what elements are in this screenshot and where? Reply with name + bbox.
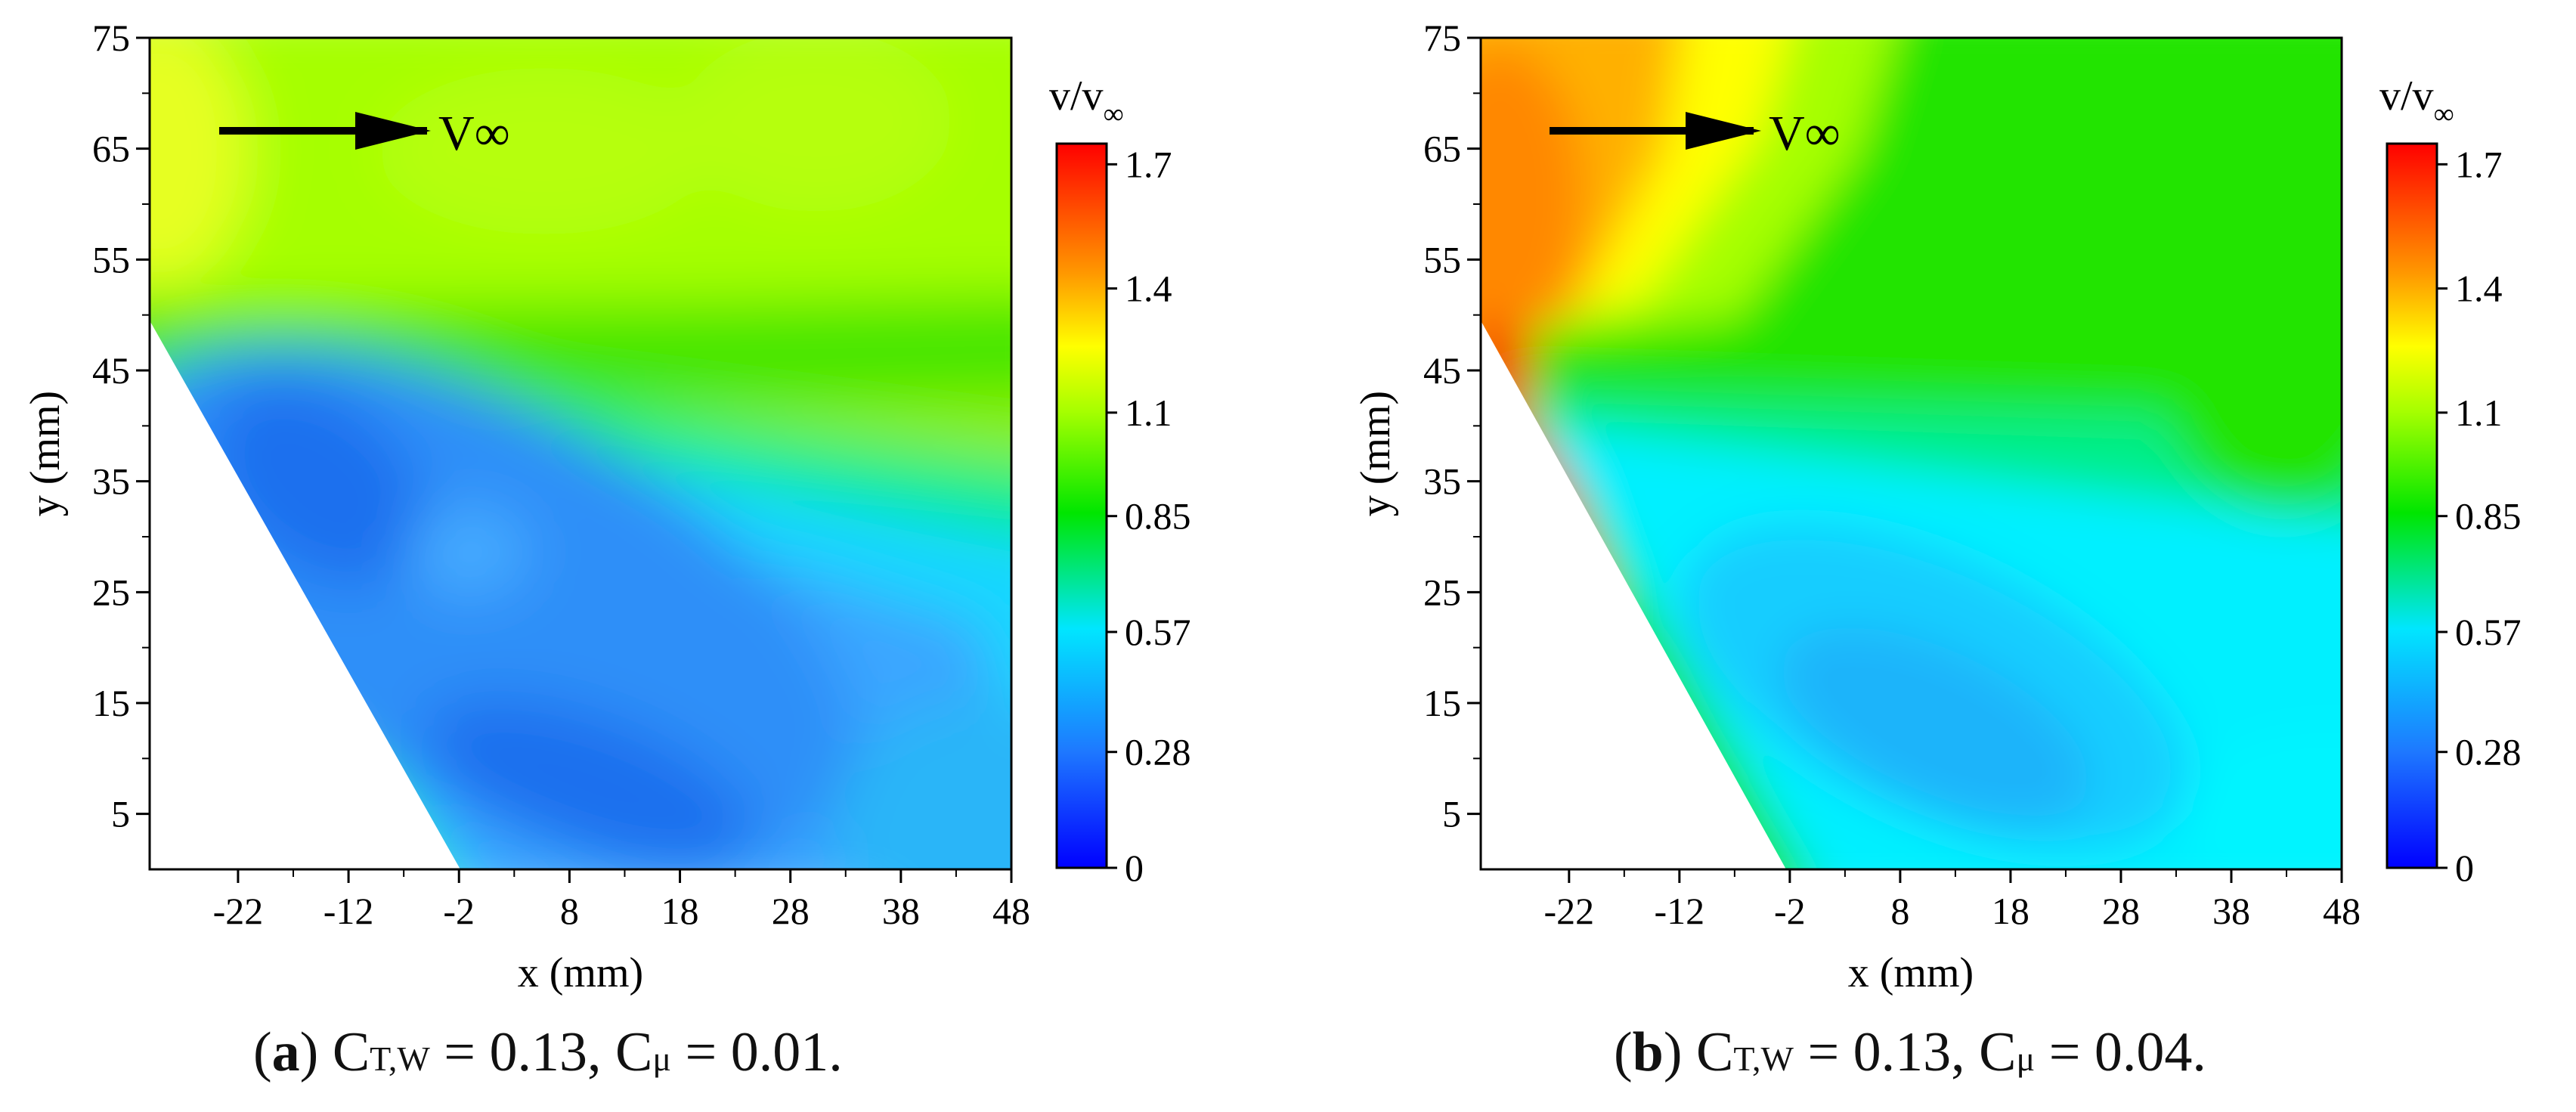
panel-a-colorbar — [1055, 142, 1108, 869]
panel-a-axes: -22 -12 -2 8 18 28 38 48 5 15 25 35 45 55 65 75 — [92, 17, 1030, 932]
panel-b-axes: -22 -12 -2 8 18 28 38 48 5 15 25 35 45 55 65 75 — [1423, 17, 2361, 932]
panel-b-y-axis-label: y (mm) — [1352, 391, 1399, 516]
panel-a-wing-mask — [148, 322, 459, 871]
panel-a-x-axis-label: x (mm) — [518, 949, 643, 996]
panel-b: -22 -12 -2 8 18 28 38 48 5 15 25 35 45 55 65 75 V∞ x (m… — [1352, 17, 2522, 996]
panel-b-flow-label: V∞ — [1769, 106, 1841, 161]
panel-a-plot-frame — [148, 36, 1013, 871]
panel-b-caption: (b) CT,W = 0.13, Cμ = 0.04. — [1614, 1021, 2206, 1083]
colorbar-tick-label: 1.1 — [2455, 392, 2503, 434]
colorbar-tick-label: 0.85 — [1125, 495, 1191, 537]
panel-a-colorbar-ticks: 0 0.28 0.57 0.85 1.1 1.4 1.7 — [1107, 143, 1191, 889]
panel-b-colorbar-title: v/v∞ — [2379, 73, 2454, 130]
panel-a-colorbar-title: v/v∞ — [1049, 73, 1124, 130]
panel-b-caption-letter: b — [1632, 1021, 1664, 1083]
panel-b-plot-frame — [1479, 36, 2343, 871]
x-tick-label: 48 — [2323, 890, 2361, 932]
colorbar-tick-label: 1.4 — [2455, 268, 2503, 310]
x-tick-label: -12 — [324, 890, 374, 932]
panel-b-colorbar — [2386, 142, 2438, 869]
x-tick-label: 28 — [2102, 890, 2140, 932]
panel-b-colorbar-ticks: 0 0.28 0.57 0.85 1.1 1.4 1.7 — [2437, 143, 2522, 889]
colorbar-tick-label: 0.57 — [2455, 611, 2522, 653]
y-tick-label: 45 — [92, 349, 130, 392]
x-tick-label: 8 — [560, 890, 579, 932]
panel-b-wing-mask — [1479, 322, 1785, 871]
x-tick-label: -12 — [1655, 890, 1705, 932]
panel-a-caption-letter: a — [271, 1021, 300, 1083]
x-tick-label: 18 — [1992, 890, 2030, 932]
y-tick-label: 15 — [1423, 682, 1461, 724]
colorbar-tick-label: 1.7 — [1125, 143, 1172, 185]
colorbar-tick-label: 1.7 — [2455, 143, 2503, 185]
y-tick-label: 45 — [1423, 349, 1461, 392]
colorbar-tick-label: 0 — [2455, 847, 2474, 889]
y-tick-label: 55 — [92, 238, 130, 280]
panel-a: -22 -12 -2 8 18 28 38 48 5 15 25 35 45 55 65 75 V∞ x (m… — [22, 17, 1191, 996]
x-tick-label: 8 — [1890, 890, 1909, 932]
x-tick-label: 48 — [992, 890, 1030, 932]
x-tick-label: 28 — [772, 890, 810, 932]
colorbar-tick-label: 0.85 — [2455, 495, 2522, 537]
panel-a-y-axis-label: y (mm) — [22, 391, 69, 516]
x-tick-label: -22 — [213, 890, 264, 932]
y-tick-label: 25 — [1423, 571, 1461, 613]
x-tick-label: -22 — [1543, 890, 1594, 932]
panel-b-x-axis-label: x (mm) — [1848, 949, 1974, 996]
y-tick-label: 75 — [92, 17, 130, 59]
colorbar-tick-label: 0.28 — [1125, 731, 1191, 773]
panel-a-contour-field — [150, 38, 1011, 869]
y-tick-label: 35 — [92, 460, 130, 503]
panel-b-contour-field — [1481, 38, 2342, 869]
panel-a-flow-label: V∞ — [438, 106, 510, 161]
colorbar-tick-label: 0.57 — [1125, 611, 1191, 653]
y-tick-label: 15 — [92, 682, 130, 724]
x-tick-label: -2 — [443, 890, 475, 932]
panel-a-caption: (a) CT,W = 0.13, Cμ = 0.01. — [253, 1021, 843, 1083]
y-tick-label: 65 — [92, 128, 130, 170]
y-tick-label: 55 — [1423, 238, 1461, 280]
y-tick-label: 5 — [111, 793, 130, 835]
y-tick-label: 35 — [1423, 460, 1461, 503]
y-tick-label: 75 — [1423, 17, 1461, 59]
colorbar-tick-label: 1.4 — [1125, 268, 1172, 310]
y-tick-label: 5 — [1442, 793, 1461, 835]
colorbar-tick-label: 0.28 — [2455, 731, 2522, 773]
x-tick-label: 18 — [661, 890, 699, 932]
y-tick-label: 65 — [1423, 128, 1461, 170]
x-tick-label: 38 — [2212, 890, 2250, 932]
y-tick-label: 25 — [92, 571, 130, 613]
colorbar-tick-label: 1.1 — [1125, 392, 1172, 434]
colorbar-tick-label: 0 — [1125, 847, 1144, 889]
x-tick-label: 38 — [882, 890, 920, 932]
x-tick-label: -2 — [1774, 890, 1806, 932]
